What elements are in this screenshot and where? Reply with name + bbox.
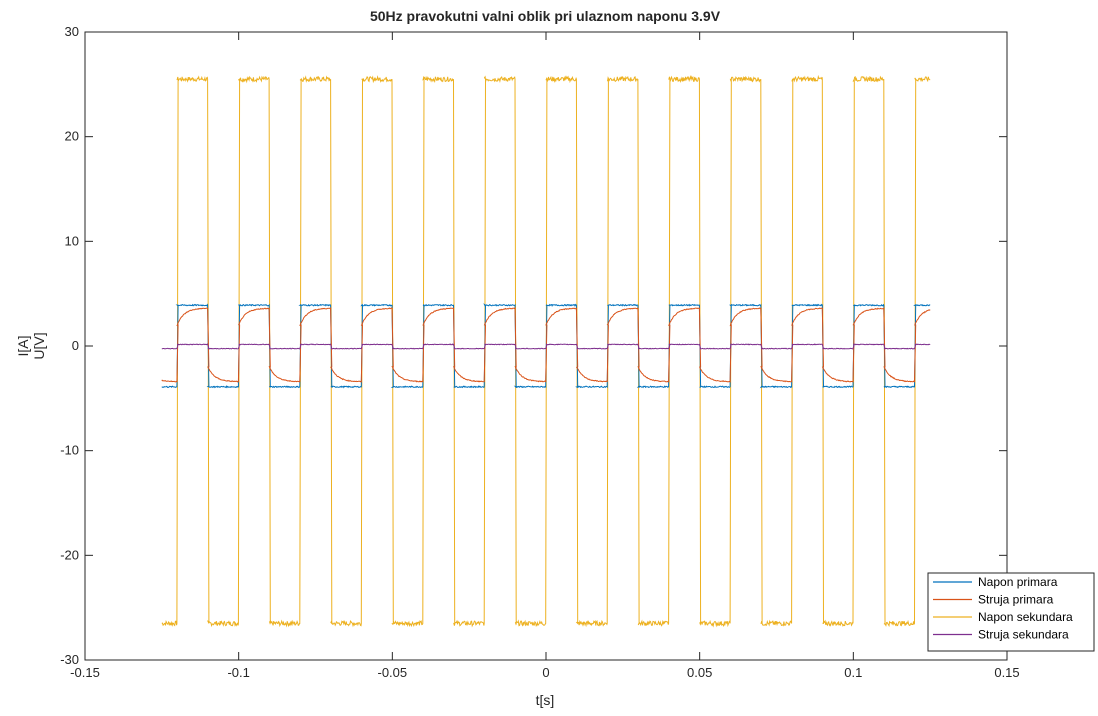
legend: Napon primara Struja primara Napon sekunda…	[927, 572, 1095, 652]
x-tick-label: 0.1	[844, 665, 862, 680]
series-line-3	[161, 343, 931, 350]
x-tick-label: 0.15	[994, 665, 1019, 680]
y-tick-label: 0	[72, 338, 79, 353]
series-line-2	[161, 74, 931, 628]
y-tick-label: 10	[65, 233, 79, 248]
legend-label-3: Struja sekundara	[978, 628, 1069, 642]
y-axis-label-current: I[A]	[15, 335, 31, 356]
legend-label-0: Napon primara	[978, 575, 1058, 589]
y-tick-label: -20	[60, 547, 79, 562]
x-tick-label: 0.05	[687, 665, 712, 680]
x-axis-label: t[s]	[536, 692, 555, 708]
chart-title: 50Hz pravokutni valni oblik pri ulaznom …	[370, 8, 721, 24]
legend-box	[927, 572, 1095, 652]
axes: -0.15 -0.1 -0.05 0 0.05 0.1 0.15 -30 -20 -10 0 10 20…	[60, 24, 1019, 680]
x-tick-label: -0.1	[227, 665, 249, 680]
y-axis-label-voltage: U[V]	[31, 332, 47, 359]
legend-label-1: Struja primara	[978, 593, 1054, 607]
plot-area	[161, 74, 931, 628]
series-line-1	[161, 306, 931, 384]
y-tick-label: 30	[65, 24, 79, 39]
x-tick-label: -0.15	[70, 665, 100, 680]
x-tick-label: 0	[542, 665, 549, 680]
y-tick-label: -10	[60, 443, 79, 458]
x-tick-label: -0.05	[378, 665, 408, 680]
y-tick-label: 20	[65, 129, 79, 144]
y-tick-label: -30	[60, 652, 79, 667]
series-line-0	[161, 303, 931, 389]
legend-label-2: Napon sekundara	[978, 610, 1073, 624]
